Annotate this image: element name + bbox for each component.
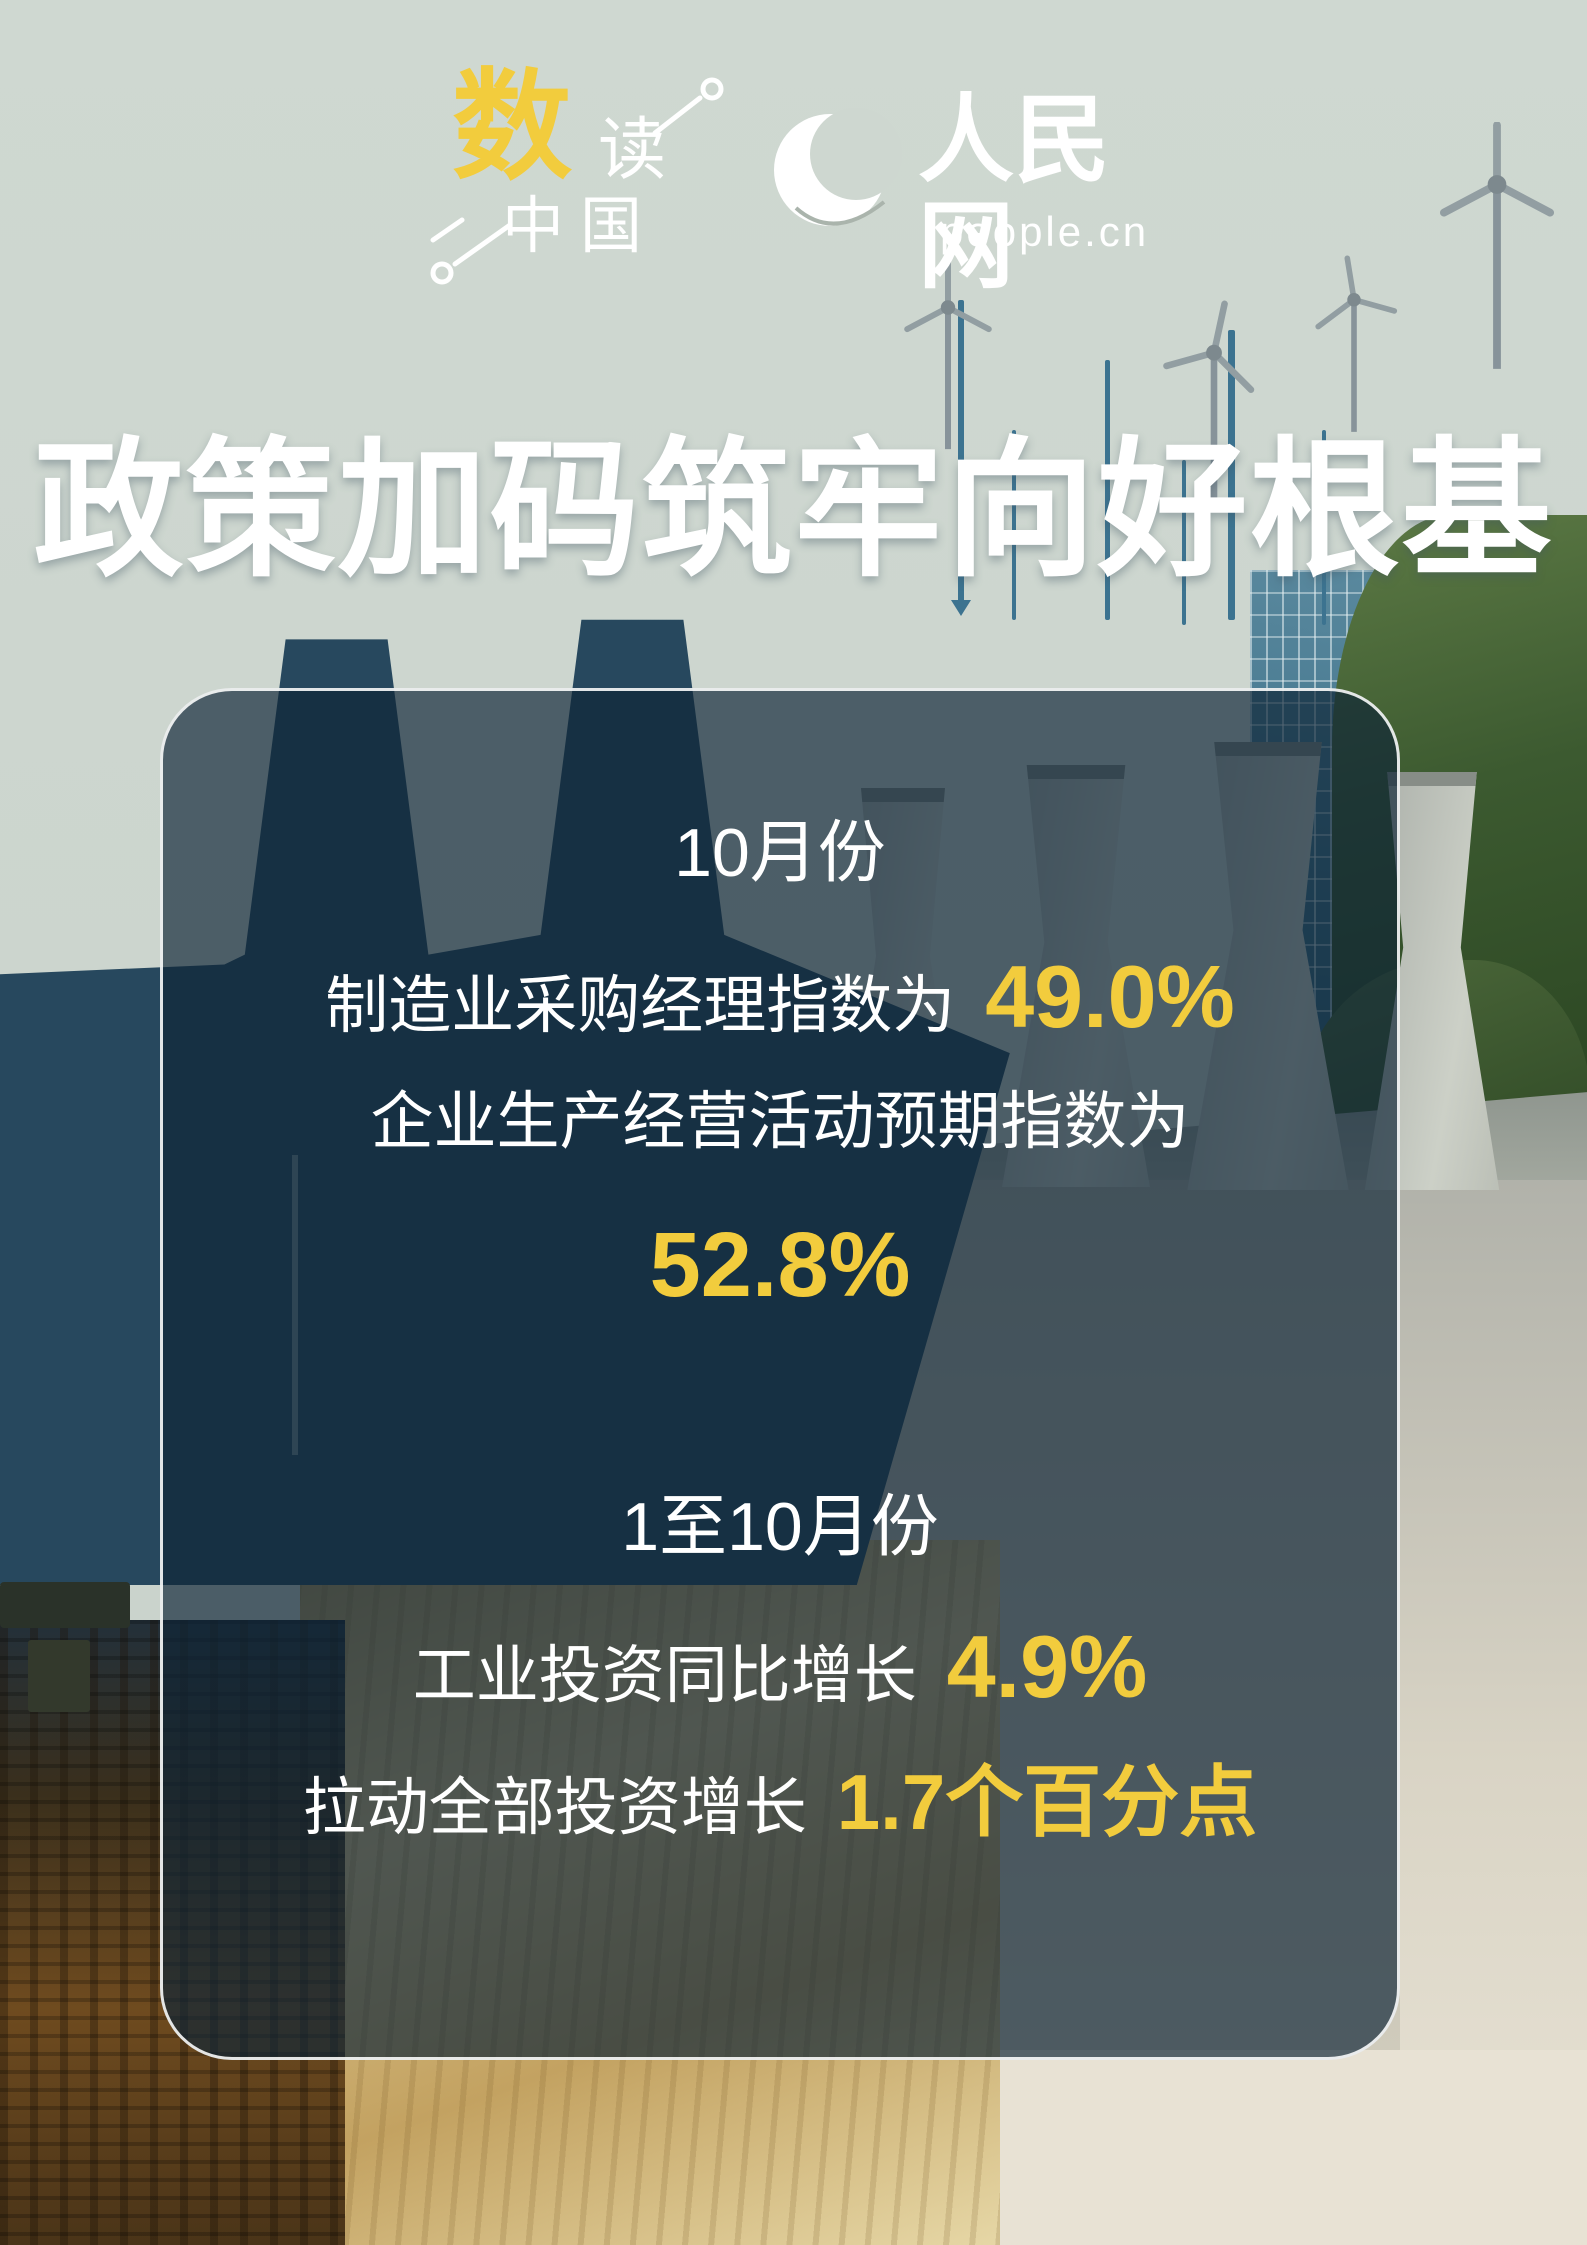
wind-turbine-icon: [1315, 255, 1398, 432]
logo-text-zhongguo: 中国: [502, 193, 659, 261]
data-rain-line: [1105, 360, 1110, 620]
data-rain-line: [1228, 330, 1235, 620]
stat-value: 49.0%: [985, 947, 1235, 1046]
period-label-october: 10月份: [674, 815, 886, 891]
period-label-jan-oct: 1至10月份: [621, 1489, 939, 1565]
data-rain-line: [1322, 430, 1326, 625]
stat-label: 企业生产经营活动预期指数为: [370, 1087, 1190, 1157]
stat-label: 制造业采购经理指数为: [325, 971, 956, 1041]
stats-panel: 10月份 制造业采购经理指数为 49.0% 企业生产经营活动预期指数为 52.8…: [160, 688, 1400, 2060]
crescent-moon-logo-icon: [774, 108, 902, 226]
stat-label: 拉动全部投资增长: [302, 1773, 807, 1843]
logo-char-du: 读: [598, 112, 667, 188]
stat-row-pmi: 制造业采购经理指数为 49.0%: [163, 953, 1397, 1041]
data-rain-line: [1182, 460, 1186, 625]
stat-row-expectation-label: 企业生产经营活动预期指数为: [163, 1091, 1397, 1154]
page-title: 政策加码筑牢向好根基: [33, 426, 1554, 594]
concrete-base: [985, 2050, 1587, 2245]
shudu-zhongguo-logo: 数 读 中国: [430, 62, 760, 303]
people-cn-logo: 人民网 people.cn: [768, 88, 1188, 299]
harbor-silhouette: [0, 1582, 130, 1628]
stat-value-expectation: 52.8%: [163, 1219, 1397, 1311]
stat-label: 工业投资同比增长: [412, 1641, 917, 1711]
stat-value: 4.9%: [946, 1617, 1148, 1716]
logo-text-renminwang: 人民网: [918, 87, 1110, 300]
data-rain-line: [1012, 430, 1016, 620]
data-rain-line: [958, 300, 964, 610]
stat-value: 1.7个百分点: [836, 1758, 1258, 1846]
stat-row-total-investment: 拉动全部投资增长 1.7个百分点: [163, 1763, 1397, 1841]
harbor-silhouette: [28, 1640, 90, 1712]
trend-line-icon: [430, 77, 724, 285]
down-arrow-icon: [951, 600, 971, 616]
wind-turbine-icon: [1163, 300, 1255, 509]
logo-char-shu: 数: [452, 61, 572, 194]
stat-value: 52.8%: [649, 1214, 911, 1316]
wind-turbine-icon: [1439, 122, 1555, 369]
wind-turbine-icon: [904, 258, 992, 450]
logo-text-domain: people.cn: [940, 208, 1150, 255]
stat-row-industrial-investment: 工业投资同比增长 4.9%: [163, 1623, 1397, 1711]
